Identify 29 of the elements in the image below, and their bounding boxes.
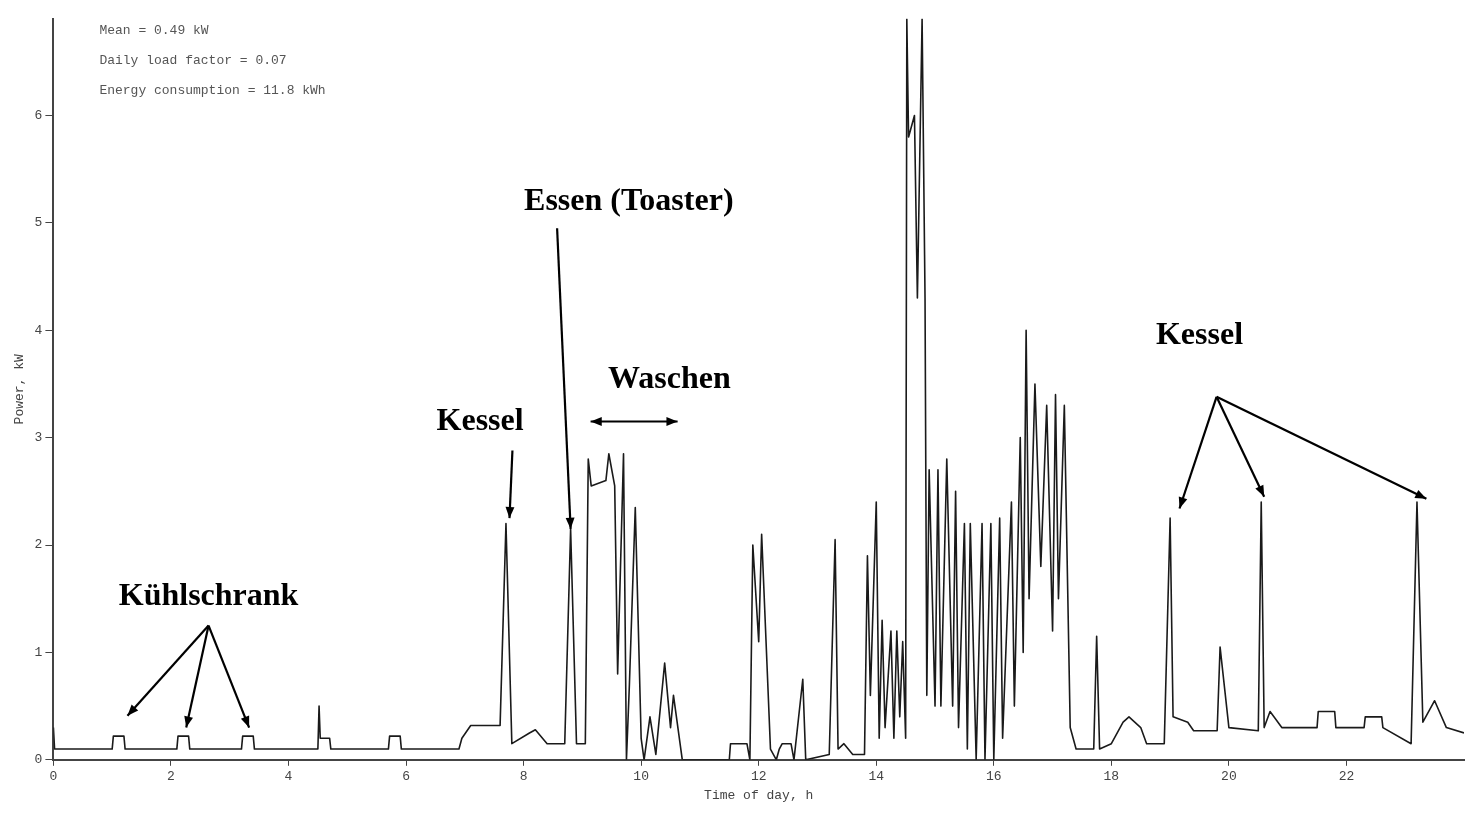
y-tick-label: 4 (34, 322, 43, 338)
annotation: Essen (Toaster) (524, 180, 734, 218)
y-tick-label: 0 (34, 752, 43, 768)
x-tick-label: 12 (750, 769, 767, 785)
y-tick-label: 3 (34, 430, 43, 446)
annotation: Energy consumption = 11.8 kWh (99, 83, 326, 99)
x-tick-label: 16 (986, 769, 1002, 785)
x-tick-label: 10 (633, 769, 649, 785)
y-tick-label: 1 (34, 644, 43, 660)
x-tick-label: 2 (167, 769, 175, 785)
x-tick-label: 6 (402, 769, 410, 785)
annotation: Mean = 0.49 kW (99, 23, 209, 39)
annotation: Kessel (1155, 314, 1244, 352)
y-tick-label: 5 (34, 215, 43, 231)
x-tick-label: 0 (49, 769, 58, 785)
y-tick-label: 2 (34, 537, 43, 553)
x-tick-label: 8 (519, 769, 528, 785)
annotation: Kühlschrank (118, 575, 299, 613)
annotation: Daily load factor = 0.07 (99, 53, 287, 69)
annotation: Kessel (436, 400, 524, 438)
y-axis-title: Power, kW (12, 354, 28, 425)
annotation: Waschen (608, 358, 731, 396)
x-tick-label: 18 (1103, 769, 1120, 785)
y-tick-label: 6 (34, 107, 43, 123)
x-tick-label: 22 (1338, 769, 1355, 785)
x-tick-label: 14 (868, 769, 885, 785)
x-tick-label: 4 (284, 769, 293, 785)
x-axis-title: Time of day, h (704, 787, 814, 803)
x-tick-label: 20 (1221, 769, 1237, 785)
